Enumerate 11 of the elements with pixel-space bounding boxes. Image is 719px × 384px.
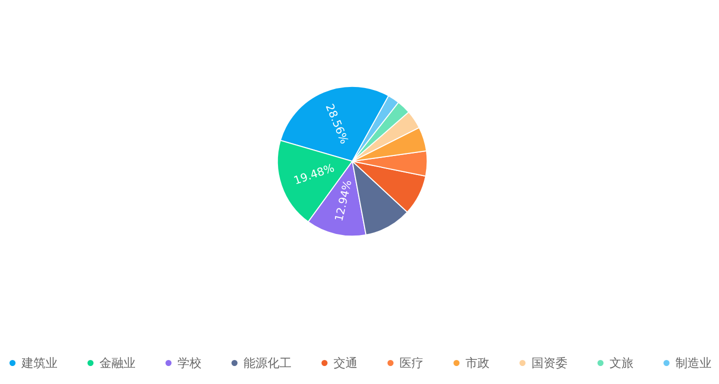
- legend-label: 制造业: [676, 356, 712, 370]
- legend-label: 医疗: [400, 356, 424, 370]
- legend-label: 国资委: [532, 356, 568, 370]
- data-label: 12.94%: [332, 178, 354, 223]
- legend-label: 金融业: [100, 356, 136, 370]
- legend-label: 市政: [466, 356, 490, 370]
- legend-label: 学校: [178, 356, 202, 370]
- legend-label: 能源化工: [244, 356, 292, 370]
- legend-label: 文旅: [610, 356, 634, 370]
- legend-label: 建筑业: [20, 356, 58, 370]
- legend-label: 交通: [334, 356, 358, 370]
